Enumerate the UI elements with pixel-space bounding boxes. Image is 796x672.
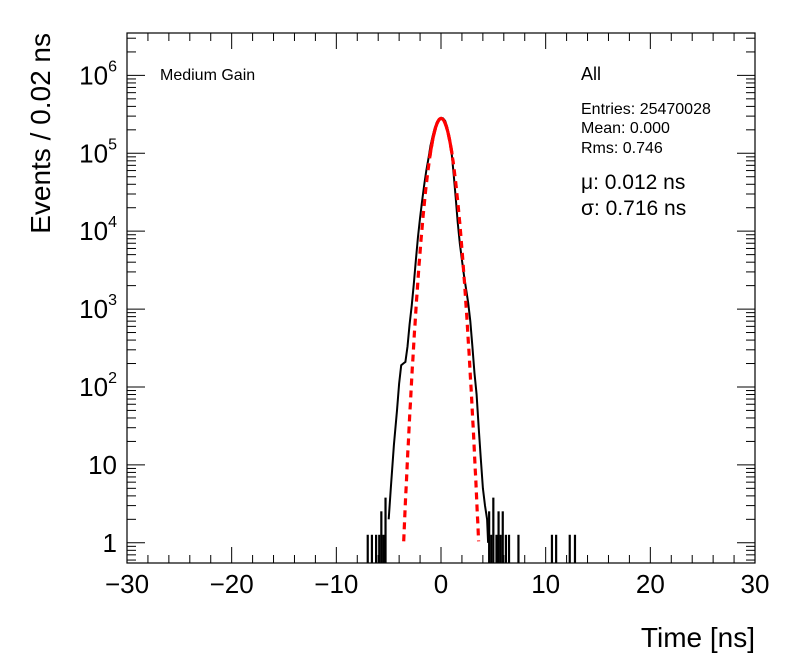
y-tick-labels: 1 10 102 103 104 105 106 [79,58,117,557]
x-tick-label: −20 [210,569,254,599]
legend-title: All [581,64,601,84]
fit-sigma: σ: 0.716 ns [581,197,686,220]
y-tick-label: 106 [79,58,117,90]
gaussian-fit-extrapolation [402,116,481,542]
y-tick-label: 103 [79,292,117,324]
x-tick-label: 0 [434,569,448,599]
y-tick-label: 104 [79,214,117,246]
y-tick-label: 105 [79,136,117,168]
stat-entries: Entries: 25470028 [581,101,711,118]
stat-rms: Rms: 0.746 [581,140,663,157]
x-tick-label: −30 [105,569,149,599]
y-axis-title: Events / 0.02 ns [25,33,56,234]
gain-annotation: Medium Gain [160,67,255,84]
x-tick-label: −10 [314,569,358,599]
y-tick-label: 102 [79,370,117,402]
x-tick-label: 30 [741,569,770,599]
stat-mean: Mean: 0.000 [581,120,670,137]
fit-mu: μ: 0.012 ns [581,171,685,194]
x-tick-label: 10 [531,569,560,599]
axis-ticks [126,33,756,563]
y-tick-label: 1 [103,528,117,558]
x-tick-label: 20 [636,569,665,599]
histogram-line [387,116,490,543]
x-tick-labels: −30 −20 −10 0 10 20 30 [105,569,770,599]
outlier-bins [366,497,577,563]
y-tick-label: 10 [88,450,117,480]
x-axis-title: Time [ns] [641,622,755,653]
